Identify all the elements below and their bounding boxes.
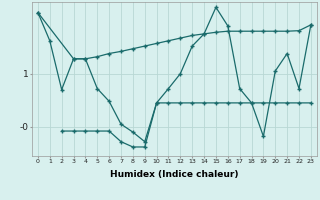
X-axis label: Humidex (Indice chaleur): Humidex (Indice chaleur) — [110, 170, 239, 179]
